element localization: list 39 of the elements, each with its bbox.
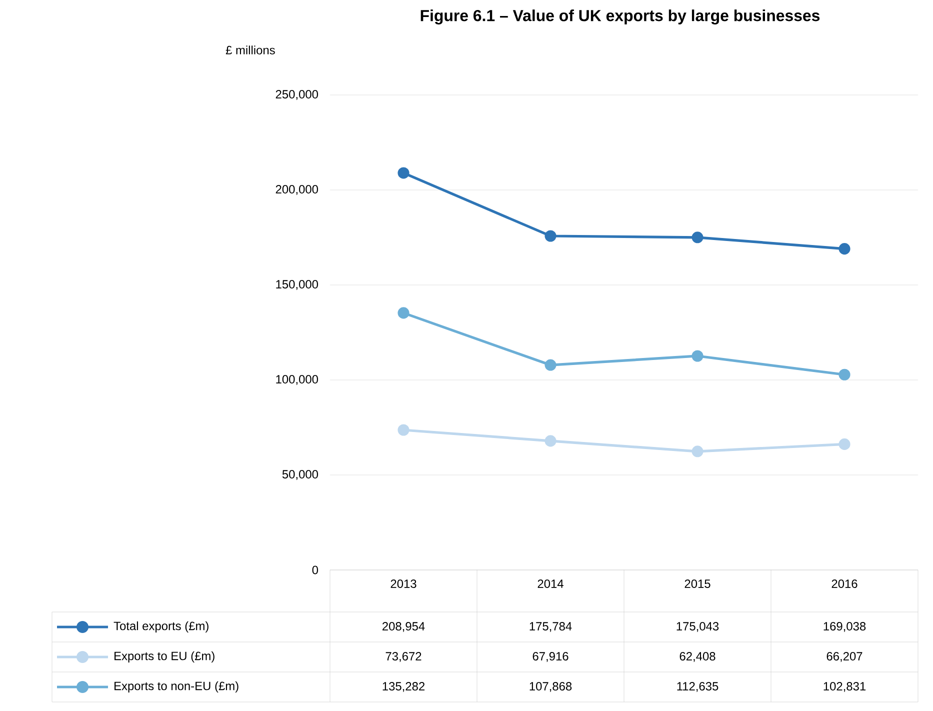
legend-label: Total exports (£m) <box>114 621 208 633</box>
data-label: 175,784 <box>530 622 572 632</box>
y-axis-title: £ millions <box>226 46 275 54</box>
x-tick-label: 2015 <box>684 580 710 588</box>
data-label: 175,043 <box>676 622 719 632</box>
legend-label: Exports to non-EU (£m) <box>114 681 238 693</box>
data-label: 107,868 <box>530 682 572 692</box>
data-label: 112,635 <box>677 682 718 692</box>
point <box>838 438 850 450</box>
x-tick-label: 2016 <box>832 580 858 588</box>
y-tick-label: 100,000 <box>276 375 318 385</box>
point <box>544 230 556 242</box>
data-label: 67,916 <box>532 652 568 662</box>
data-label: 102,831 <box>824 682 866 692</box>
point <box>692 232 704 244</box>
point <box>692 446 704 458</box>
y-tick-label: 250,000 <box>276 90 318 100</box>
point <box>544 435 556 447</box>
x-tick-label: 2014 <box>538 580 564 588</box>
point <box>838 243 850 255</box>
y-tick-label: 200,000 <box>276 185 318 195</box>
point <box>398 167 410 179</box>
x-tick-label: 2013 <box>390 580 416 588</box>
data-label: 135,282 <box>382 682 425 692</box>
point <box>838 368 850 380</box>
point <box>398 424 410 436</box>
point <box>692 350 704 362</box>
data-label: 169,038 <box>824 622 866 632</box>
data-label: 66,207 <box>826 652 862 662</box>
data-label: 208,954 <box>382 622 425 632</box>
data-label: 73,672 <box>386 652 422 662</box>
data-label: 62,408 <box>680 652 716 662</box>
legend-label: Exports to EU (£m) <box>114 651 214 663</box>
point <box>544 359 556 371</box>
y-tick-label: 150,000 <box>276 280 318 290</box>
chart-title: Figure 6.1 – Value of UK exports by large businesses <box>420 10 820 24</box>
y-tick-label: 50,000 <box>282 470 318 480</box>
point <box>398 307 410 319</box>
y-tick-label: 0 <box>312 566 318 574</box>
